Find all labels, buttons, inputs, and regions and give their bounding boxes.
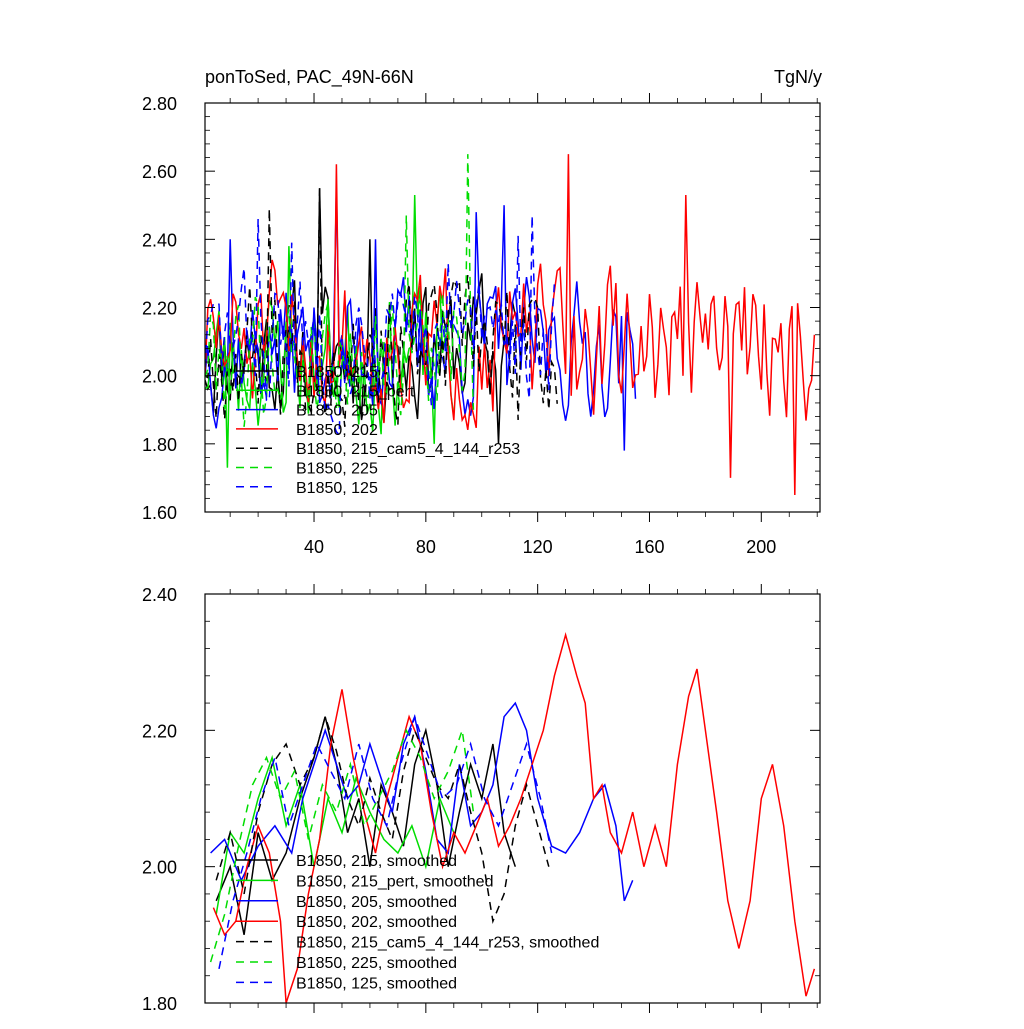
legend-label: B1850, 125, smoothed bbox=[296, 975, 457, 992]
y-tick-label: 1.80 bbox=[142, 994, 177, 1014]
series-line-b1850-205-smoothed bbox=[210, 701, 634, 902]
series-line-b1850-202-smoothed bbox=[212, 632, 816, 1003]
legend-label: B1850, 225 bbox=[296, 461, 378, 478]
top-panel-units: TgN/y bbox=[774, 67, 822, 87]
top-panel-title: ponToSed, PAC_49N-66N bbox=[205, 67, 414, 88]
legend: B1850, 215, smoothed B1850, 215_pert, smo… bbox=[236, 853, 599, 992]
y-tick-label: 2.40 bbox=[142, 585, 177, 605]
legend-label: B1850, 205, smoothed bbox=[296, 894, 457, 911]
plot-area bbox=[209, 632, 816, 1003]
series-line-b1850-125-smoothed bbox=[218, 714, 553, 970]
series-line-b1850-125 bbox=[205, 215, 556, 437]
series-line-b1850-202 bbox=[205, 154, 816, 496]
legend-label: B1850, 215_cam5_4_144_r253, smoothed bbox=[296, 935, 599, 952]
x-tick-label: 200 bbox=[746, 537, 776, 557]
series-line-b1850-215-cam5-4-144-r253-smoothed bbox=[215, 714, 550, 924]
legend-label: B1850, 225, smoothed bbox=[296, 955, 457, 972]
legend-label: B1850, 205 bbox=[296, 403, 378, 420]
legend-label: B1850, 215_pert bbox=[296, 383, 415, 400]
legend-label: B1850, 125 bbox=[296, 480, 378, 497]
series-line-b1850-215-cam5-4-144-r253 bbox=[205, 188, 558, 427]
legend-label: B1850, 202 bbox=[296, 422, 378, 439]
plot-frame bbox=[204, 593, 821, 1004]
legend-label: B1850, 215_cam5_4_144_r253 bbox=[296, 441, 520, 458]
series-line-b1850-215-pert-smoothed bbox=[215, 754, 455, 915]
series-line-b1850-215-smoothed bbox=[215, 716, 517, 935]
legend-label: B1850, 215, smoothed bbox=[296, 853, 457, 870]
y-tick-label: 2.20 bbox=[142, 721, 177, 741]
series-line-b1850-205 bbox=[205, 188, 637, 451]
legend: B1850, 215 B1850, 215_pert B1850, 205 B1850… bbox=[236, 364, 520, 497]
y-tick-label: 1.60 bbox=[142, 503, 177, 523]
series-line-b1850-225 bbox=[205, 154, 475, 427]
y-tick-label: 2.00 bbox=[142, 367, 177, 387]
legend-label: B1850, 215_pert, smoothed bbox=[296, 873, 493, 890]
x-tick-label: 120 bbox=[523, 537, 553, 557]
x-tick-label: 160 bbox=[634, 537, 664, 557]
y-tick-label: 2.60 bbox=[142, 162, 177, 182]
y-tick-label: 2.00 bbox=[142, 858, 177, 878]
y-tick-label: 1.80 bbox=[142, 435, 177, 455]
x-tick-label: 40 bbox=[304, 537, 324, 557]
legend-label: B1850, 202, smoothed bbox=[296, 914, 457, 931]
y-tick-label: 2.20 bbox=[142, 299, 177, 319]
legend-label: B1850, 215 bbox=[296, 364, 378, 381]
y-tick-label: 2.40 bbox=[142, 230, 177, 250]
x-tick-label: 80 bbox=[416, 537, 436, 557]
plot-area bbox=[205, 154, 816, 496]
y-tick-label: 2.80 bbox=[142, 94, 177, 114]
top-panel: ponToSed, PAC_49N-66N TgN/y 1.60 1.80 2.00… bbox=[142, 67, 822, 557]
series-line-b1850-225-smoothed bbox=[209, 728, 475, 963]
